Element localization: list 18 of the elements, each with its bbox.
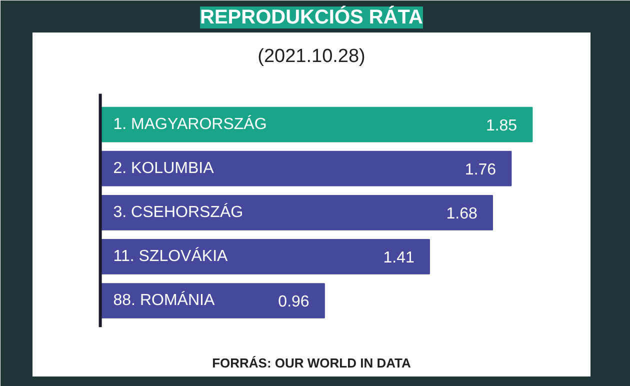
y-tick-label: 88. ROMÁNIA bbox=[113, 291, 215, 310]
data-label: 0.96 bbox=[278, 294, 310, 311]
bar bbox=[100, 239, 430, 274]
data-label: 1.68 bbox=[446, 206, 478, 223]
y-tick-label: 3. CSEHORSZÁG bbox=[113, 203, 244, 222]
data-label: 1.41 bbox=[383, 250, 414, 267]
bar bbox=[100, 106, 533, 142]
chart-subtitle: (2021.10.28) bbox=[258, 46, 366, 67]
y-tick-label: 11. SZLOVÁKIA bbox=[113, 247, 228, 266]
y-tick-label: 2. KOLUMBIA bbox=[113, 160, 214, 178]
text: FORRÁS: OUR WORLD IN DATA bbox=[212, 356, 412, 370]
bar bbox=[100, 194, 494, 230]
chart-title: REPRODUKCIÓS RÁTA bbox=[200, 6, 423, 28]
bar bbox=[100, 150, 512, 186]
data-label: 1.85 bbox=[486, 118, 518, 135]
bar bbox=[100, 283, 325, 318]
data-label: 1.76 bbox=[464, 162, 496, 179]
y-tick-label: 1. MAGYARORSZÁG bbox=[113, 115, 267, 134]
